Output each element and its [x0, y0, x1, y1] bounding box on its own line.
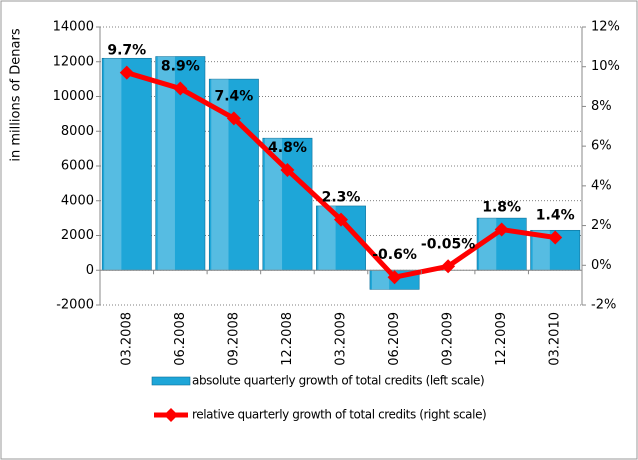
- marker: [494, 222, 509, 237]
- bar-highlight: [479, 218, 497, 271]
- x-tick-label: 03.2009: [334, 312, 349, 366]
- value-label: 8.9%: [161, 59, 200, 75]
- x-tick-label: 12.2008: [280, 312, 295, 366]
- legend-label: relative quarterly growth of total credi…: [192, 408, 486, 422]
- x-tick-label: 03.2010: [548, 312, 563, 366]
- y2-tick-label: 6%: [591, 139, 612, 154]
- value-label: -0.6%: [372, 247, 417, 263]
- bar-highlight: [264, 138, 283, 271]
- y2-tick-label: -2%: [591, 298, 616, 313]
- y2-tick-label: 8%: [591, 99, 612, 114]
- bar-highlight: [211, 79, 229, 271]
- marker: [173, 81, 188, 96]
- y-tick-label: 12000: [53, 54, 94, 69]
- value-label: -0.05%: [421, 236, 475, 252]
- y2-tick-label: 4%: [591, 178, 612, 193]
- y2-tick-label: 10%: [591, 59, 620, 74]
- value-label: 2.3%: [322, 190, 361, 206]
- x-tick-label: 09.2009: [441, 312, 456, 366]
- x-tick-label: 09.2008: [226, 312, 241, 366]
- x-tick-label: 03.2008: [119, 312, 134, 366]
- value-label: 9.7%: [107, 43, 146, 59]
- y-axis-title: in millions of Denars: [9, 28, 24, 161]
- y-tick-label: 0: [86, 263, 94, 278]
- x-tick-label: 12.2009: [494, 312, 509, 366]
- marker: [226, 111, 241, 126]
- marker: [334, 212, 348, 227]
- marker: [548, 230, 563, 245]
- value-label: 7.4%: [214, 88, 253, 104]
- value-label: 1.8%: [482, 200, 521, 216]
- marker: [280, 162, 295, 177]
- y-tick-label: 8000: [61, 124, 94, 139]
- marker: [119, 65, 134, 80]
- bar-highlight: [532, 230, 550, 271]
- y2-tick-label: 12%: [591, 20, 620, 35]
- legend-label: absolute quarterly growth of total credi…: [192, 374, 484, 388]
- x-tick-label: 06.2008: [173, 312, 188, 366]
- legend-marker: [164, 408, 178, 422]
- bar-highlight: [371, 270, 390, 290]
- y-tick-label: 2000: [61, 228, 94, 243]
- marker: [387, 270, 402, 285]
- value-label: 4.8%: [268, 140, 307, 156]
- y-tick-label: 14000: [53, 20, 94, 35]
- x-tick-label: 06.2009: [387, 312, 402, 366]
- bar-highlight: [104, 58, 122, 271]
- legend-swatch: [151, 376, 191, 386]
- value-label: 1.4%: [536, 207, 575, 223]
- y-tick-label: 4000: [61, 193, 94, 208]
- y2-tick-label: 0%: [591, 258, 612, 273]
- bar-highlight: [318, 205, 336, 271]
- y-tick-label: 10000: [53, 89, 94, 104]
- y-tick-label: -2000: [56, 298, 94, 313]
- y-tick-label: 6000: [61, 159, 94, 174]
- bar-highlight: [157, 56, 175, 271]
- marker: [441, 259, 456, 274]
- y2-tick-label: 2%: [591, 218, 612, 233]
